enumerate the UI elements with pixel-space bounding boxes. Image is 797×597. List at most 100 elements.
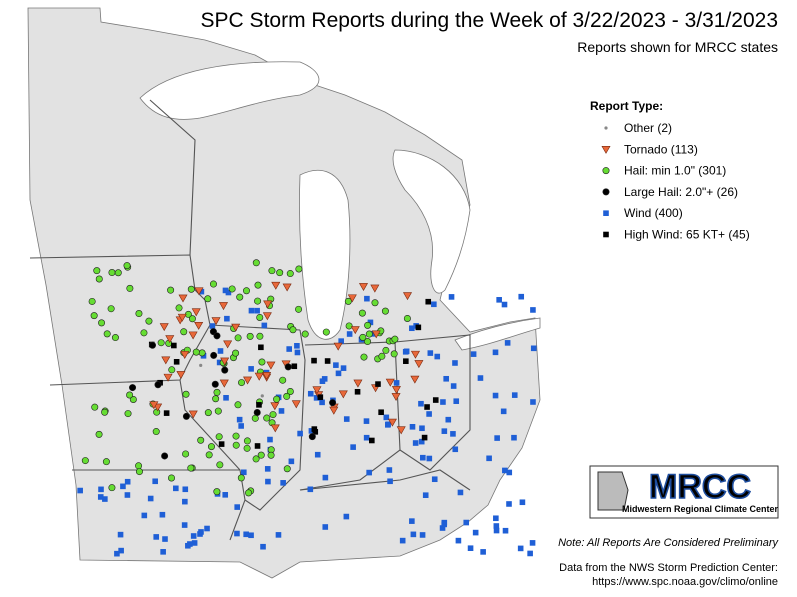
- marker-circle: [371, 299, 379, 307]
- marker-circle: [284, 363, 292, 371]
- marker-circle: [167, 286, 175, 294]
- marker-circle: [286, 387, 294, 395]
- marker-square: [363, 418, 370, 424]
- marker-triangle: [391, 386, 401, 395]
- marker-triangle: [385, 378, 395, 387]
- marker-circle: [237, 474, 245, 482]
- marker-square: [410, 531, 417, 538]
- marker-circle: [289, 326, 297, 334]
- marker-circle: [276, 269, 284, 277]
- legend: Other (2) Tornado (113) Hail: min 1.0" (30…: [601, 121, 750, 242]
- marker-circle: [254, 281, 262, 289]
- marker-square: [98, 486, 104, 493]
- marker-square: [256, 402, 262, 408]
- marker-circle: [232, 441, 240, 449]
- marker-circle: [258, 358, 266, 366]
- marker-triangle: [347, 294, 357, 303]
- marker-triangle: [338, 390, 348, 399]
- marker-square: [286, 346, 293, 352]
- marker-square: [265, 478, 271, 485]
- legend-label: Hail: min 1.0" (301): [624, 164, 726, 178]
- marker-circle: [187, 285, 195, 293]
- marker-circle: [329, 399, 337, 407]
- marker-circle: [263, 414, 271, 422]
- marker-circle: [391, 335, 399, 343]
- marker-square: [159, 511, 166, 518]
- marker-square: [338, 338, 344, 344]
- marker-square: [603, 210, 609, 216]
- marker-triangle: [410, 350, 420, 359]
- lake-erie: [454, 317, 541, 351]
- marker-square: [452, 446, 459, 453]
- marker-square: [198, 529, 204, 535]
- marker-circle: [129, 384, 137, 392]
- marker-square: [441, 521, 448, 528]
- marker-square: [453, 398, 460, 404]
- marker-square: [238, 423, 244, 429]
- marker-square: [493, 523, 500, 529]
- marker-square: [173, 359, 180, 365]
- marker-circle: [283, 465, 291, 473]
- marker-circle: [102, 458, 110, 466]
- marker-square: [319, 399, 325, 406]
- marker-square: [529, 540, 536, 546]
- marker-square: [511, 434, 517, 441]
- marker-triangle: [266, 361, 276, 370]
- marker-square: [173, 485, 179, 492]
- marker-circle: [360, 353, 368, 361]
- marker-square: [182, 486, 189, 493]
- logo: MRCC Midwestern Regional Climate Center: [589, 465, 779, 519]
- marker-circle: [345, 322, 353, 330]
- marker-circle: [234, 401, 242, 409]
- logo-full-name: Midwestern Regional Climate Center: [622, 504, 779, 514]
- marker-triangle: [270, 402, 280, 411]
- marker-square: [241, 469, 247, 476]
- marker-square: [102, 496, 108, 502]
- marker-square: [162, 536, 168, 542]
- marker-square: [500, 408, 507, 415]
- marker-circle: [252, 455, 260, 463]
- marker-square: [502, 527, 509, 534]
- marker-circle: [236, 293, 244, 301]
- marker-circle: [364, 321, 372, 329]
- marker-triangle: [410, 375, 420, 384]
- subtitle: Reports shown for MRCC states: [577, 39, 778, 55]
- marker-square: [308, 428, 315, 434]
- marker-square: [217, 348, 224, 354]
- marker-square: [506, 501, 512, 507]
- marker-circle: [378, 352, 386, 360]
- marker-square: [441, 428, 448, 434]
- marker-square: [492, 349, 499, 356]
- marker-circle: [124, 410, 132, 418]
- marker-triangle: [243, 376, 253, 385]
- marker-circle: [111, 334, 119, 342]
- lake-huron: [392, 149, 471, 294]
- marker-square: [317, 394, 324, 400]
- marker-square: [419, 532, 426, 538]
- marker-triangle: [414, 360, 424, 369]
- marker-square: [504, 340, 511, 346]
- marker-square: [518, 293, 525, 300]
- marker-square: [472, 529, 479, 536]
- marker-circle: [108, 484, 116, 492]
- marker-square: [97, 494, 104, 500]
- marker-circle: [251, 414, 259, 422]
- marker-square: [448, 294, 455, 300]
- marker-circle: [88, 297, 96, 305]
- marker-square: [386, 467, 393, 473]
- marker-square: [457, 489, 464, 496]
- marker-square: [450, 383, 457, 389]
- marker-square: [294, 349, 301, 356]
- marker-square: [291, 363, 298, 370]
- marker-triangle: [262, 312, 272, 321]
- marker-circle: [149, 341, 157, 349]
- marker-circle: [216, 461, 224, 469]
- marker-square: [340, 365, 347, 371]
- marker-square: [243, 531, 249, 538]
- marker-square: [118, 547, 124, 554]
- marker-circle: [209, 280, 217, 288]
- marker-square: [418, 438, 425, 445]
- marker-square: [152, 478, 158, 485]
- marker-square: [261, 322, 268, 329]
- marker-square: [354, 388, 361, 395]
